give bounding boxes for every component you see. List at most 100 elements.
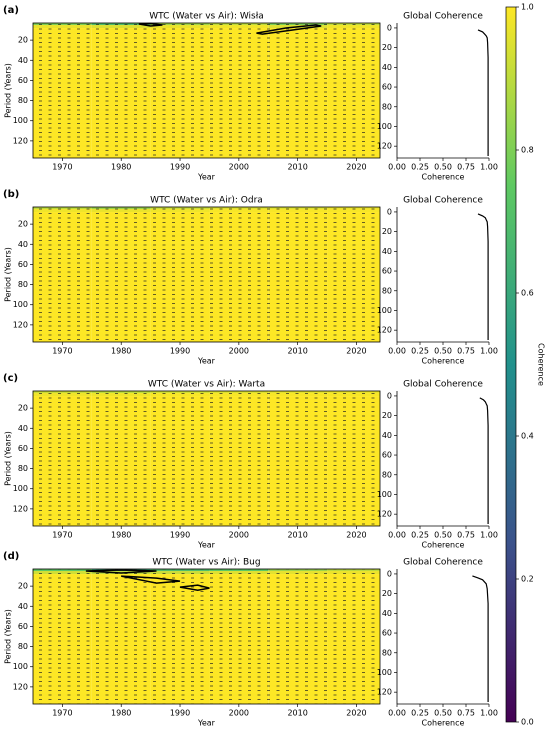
x-axis-label: Year: [197, 541, 216, 550]
x-tick-label: 2010: [287, 347, 307, 356]
y-tick-label: 20: [18, 582, 28, 591]
axes-frame: [32, 568, 381, 705]
x-axis-label: Year: [197, 357, 216, 366]
y-tick-label: 0: [387, 207, 392, 216]
y-tick-label: 60: [18, 622, 28, 631]
axes-frame: [397, 207, 489, 342]
x-axis-label: Coherence: [422, 719, 465, 728]
chart-title: Global Coherence: [403, 380, 483, 390]
y-tick-label: 0: [387, 23, 392, 32]
x-tick-label: 1980: [111, 531, 131, 540]
x-tick-label: 1.00: [480, 163, 498, 172]
phase-arrows: [33, 391, 380, 526]
x-tick-label: 1990: [170, 163, 190, 172]
y-tick-label: 40: [18, 240, 28, 249]
y-tick-label: 120: [377, 510, 392, 519]
y-tick-label: 40: [18, 424, 28, 433]
y-tick-label: 0.6: [521, 289, 534, 298]
y-tick-label: 60: [382, 451, 392, 460]
y-tick-label: 0.8: [521, 146, 534, 155]
colorbar: [505, 6, 517, 723]
y-tick-label: 60: [18, 444, 28, 453]
x-tick-label: 0.75: [457, 163, 475, 172]
axes-frame: [397, 391, 489, 526]
y-axis-label: Period (Years): [4, 247, 13, 302]
x-tick-label: 2020: [346, 531, 366, 540]
y-tick-label: 100: [13, 116, 28, 125]
y-tick-label: 20: [382, 411, 392, 420]
x-tick-label: 1970: [52, 531, 72, 540]
significance-contour: [138, 22, 163, 27]
x-tick-label: 1980: [111, 347, 131, 356]
y-tick-label: 100: [13, 484, 28, 493]
x-axis-label: Year: [197, 719, 216, 728]
y-tick-label: 40: [382, 63, 392, 72]
chart-title: WTC (Water vs Air): Warta: [148, 380, 265, 390]
y-tick-label: 100: [377, 668, 392, 677]
chart-title: Global Coherence: [403, 558, 483, 568]
y-tick-label: 100: [13, 662, 28, 671]
x-tick-label: 0.25: [411, 709, 429, 718]
x-axis-label: Coherence: [422, 173, 465, 182]
y-tick-label: 80: [382, 286, 392, 295]
y-tick-label: 80: [382, 102, 392, 111]
y-tick-label: 40: [382, 609, 392, 618]
x-axis-label: Coherence: [422, 541, 465, 550]
y-tick-label: 20: [18, 220, 28, 229]
x-tick-label: 1990: [170, 531, 190, 540]
y-tick-label: 100: [377, 122, 392, 131]
y-tick-label: 0: [387, 391, 392, 400]
significance-contour: [179, 584, 210, 591]
x-tick-label: 1990: [170, 709, 190, 718]
y-tick-label: 40: [382, 247, 392, 256]
y-tick-label: 80: [382, 648, 392, 657]
y-tick-label: 40: [382, 431, 392, 440]
y-tick-label: 1.0: [521, 3, 534, 12]
x-tick-label: 2020: [346, 709, 366, 718]
x-tick-label: 1990: [170, 347, 190, 356]
y-tick-label: 80: [18, 96, 28, 105]
x-tick-label: 0.50: [434, 531, 452, 540]
x-tick-label: 1980: [111, 709, 131, 718]
x-tick-label: 0.25: [411, 163, 429, 172]
x-axis-label: Coherence: [422, 357, 465, 366]
y-tick-label: 0.2: [521, 575, 534, 584]
x-tick-label: 0.00: [388, 347, 406, 356]
x-tick-label: 0.50: [434, 347, 452, 356]
coherence-line: [477, 213, 489, 340]
y-tick-label: 20: [382, 43, 392, 52]
chart-title: WTC (Water vs Air): Odra: [150, 196, 263, 206]
y-tick-label: 20: [382, 227, 392, 236]
colorbar-label: Coherence: [537, 343, 546, 386]
panel-label: (d): [3, 551, 19, 562]
y-tick-label: 0.4: [521, 432, 534, 441]
significance-contour: [85, 569, 157, 574]
y-tick-label: 60: [382, 629, 392, 638]
y-tick-label: 60: [18, 76, 28, 85]
axes-frame: [32, 206, 381, 343]
y-tick-label: 40: [18, 56, 28, 65]
y-tick-label: 60: [382, 267, 392, 276]
x-tick-label: 0.75: [457, 531, 475, 540]
y-tick-label: 0.0: [521, 718, 534, 727]
phase-arrows: [33, 23, 380, 158]
x-tick-label: 2010: [287, 531, 307, 540]
significance-contour: [121, 575, 181, 584]
x-tick-label: 0.50: [434, 709, 452, 718]
y-tick-label: 20: [18, 404, 28, 413]
x-tick-label: 2000: [229, 347, 249, 356]
y-tick-label: 120: [13, 136, 28, 145]
x-tick-label: 1970: [52, 709, 72, 718]
x-tick-label: 1.00: [480, 709, 498, 718]
chart-title: WTC (Water vs Air): Wisła: [149, 12, 264, 22]
x-tick-label: 0.25: [411, 347, 429, 356]
chart-title: Global Coherence: [403, 196, 483, 206]
axes-frame: [397, 569, 489, 704]
x-tick-label: 2010: [287, 163, 307, 172]
x-tick-label: 0.00: [388, 531, 406, 540]
coherence-line: [472, 575, 489, 702]
x-tick-label: 0.00: [388, 709, 406, 718]
y-tick-label: 100: [377, 490, 392, 499]
x-tick-label: 1970: [52, 163, 72, 172]
